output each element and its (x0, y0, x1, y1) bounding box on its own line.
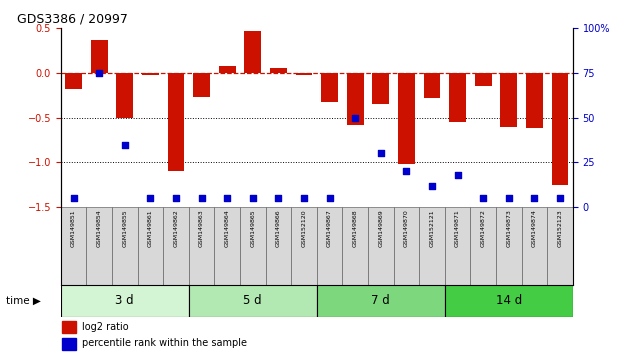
Bar (317, 207, 342, 285)
Text: GSM149866: GSM149866 (276, 210, 281, 247)
Bar (398, 73, 415, 164)
Text: GSM152123: GSM152123 (557, 210, 563, 247)
Bar (394, 207, 419, 285)
Bar (61, 285, 189, 317)
Bar (163, 207, 189, 285)
Point (94, 70, 104, 76)
Bar (347, 73, 364, 125)
Point (427, 183, 437, 188)
Bar (138, 207, 163, 285)
Bar (291, 207, 317, 285)
Point (145, 195, 156, 201)
Bar (91, 40, 108, 73)
Bar (522, 207, 547, 285)
Bar (475, 73, 492, 86)
Bar (214, 207, 240, 285)
Bar (65, 73, 82, 89)
Bar (61, 207, 86, 285)
Bar (317, 285, 445, 317)
Bar (168, 73, 184, 171)
Point (273, 195, 284, 201)
Bar (496, 207, 522, 285)
Bar (552, 73, 568, 185)
Text: GSM152120: GSM152120 (301, 210, 307, 247)
Bar (86, 207, 112, 285)
Point (248, 195, 258, 201)
Bar (321, 73, 338, 102)
Bar (424, 73, 440, 98)
Text: GSM149863: GSM149863 (199, 210, 204, 247)
Bar (445, 285, 573, 317)
Text: GSM149855: GSM149855 (122, 210, 127, 247)
Bar (270, 68, 287, 73)
Bar (62, 321, 76, 333)
Bar (419, 207, 445, 285)
Text: GSM149862: GSM149862 (173, 210, 179, 247)
Point (299, 195, 309, 201)
Text: GDS3386 / 20997: GDS3386 / 20997 (17, 13, 128, 26)
Bar (368, 207, 394, 285)
Text: GSM149874: GSM149874 (532, 210, 537, 247)
Bar (449, 73, 466, 122)
Text: GSM152121: GSM152121 (429, 210, 435, 247)
Text: 14 d: 14 d (495, 295, 522, 307)
Text: time ▶: time ▶ (6, 296, 41, 306)
Bar (189, 207, 214, 285)
Point (478, 195, 488, 201)
Bar (142, 73, 159, 75)
Text: 5 d: 5 d (243, 295, 262, 307)
Text: GSM149867: GSM149867 (327, 210, 332, 247)
Bar (266, 207, 291, 285)
Text: GSM149868: GSM149868 (353, 210, 358, 247)
Bar (244, 31, 261, 73)
Point (401, 169, 412, 174)
Bar (116, 73, 133, 118)
Bar (296, 73, 312, 75)
Text: GSM149872: GSM149872 (481, 210, 486, 247)
Point (452, 172, 463, 178)
Bar (189, 285, 317, 317)
Text: log2 ratio: log2 ratio (82, 322, 129, 332)
Bar (547, 207, 573, 285)
Bar (445, 207, 470, 285)
Bar (500, 73, 517, 127)
Bar (112, 207, 138, 285)
Point (504, 195, 514, 201)
Point (196, 195, 207, 201)
Bar (470, 207, 496, 285)
Bar (219, 66, 236, 73)
Text: GSM149861: GSM149861 (148, 210, 153, 247)
Bar (240, 207, 266, 285)
Text: 3 d: 3 d (115, 295, 134, 307)
Point (350, 115, 360, 121)
Bar (62, 338, 76, 349)
Text: 7 d: 7 d (371, 295, 390, 307)
Text: GSM149854: GSM149854 (97, 210, 102, 247)
Bar (372, 73, 389, 104)
Point (68, 195, 79, 201)
Point (120, 142, 130, 147)
Text: GSM149851: GSM149851 (71, 210, 76, 247)
Text: GSM149865: GSM149865 (250, 210, 255, 247)
Point (222, 195, 232, 201)
Point (324, 195, 335, 201)
Text: GSM149871: GSM149871 (455, 210, 460, 247)
Point (171, 195, 181, 201)
Text: GSM149864: GSM149864 (225, 210, 230, 247)
Bar (193, 73, 210, 97)
Text: percentile rank within the sample: percentile rank within the sample (82, 338, 247, 348)
Point (376, 151, 386, 156)
Text: GSM149870: GSM149870 (404, 210, 409, 247)
Bar (526, 73, 543, 129)
Text: GSM149869: GSM149869 (378, 210, 383, 247)
Point (529, 195, 540, 201)
Point (555, 195, 565, 201)
Text: GSM149873: GSM149873 (506, 210, 511, 247)
Bar (342, 207, 368, 285)
